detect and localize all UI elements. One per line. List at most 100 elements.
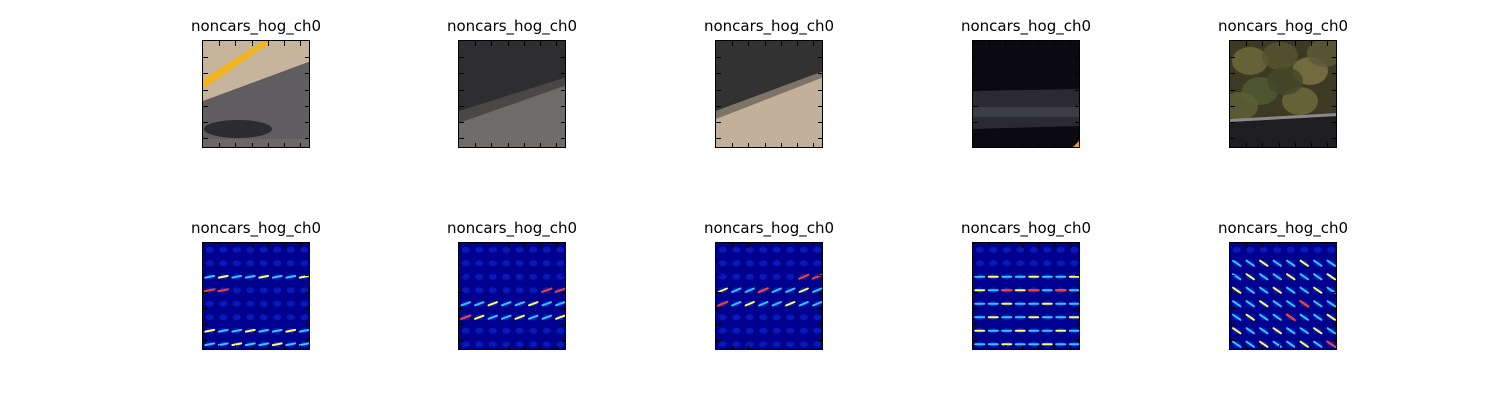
panel-title: noncars_hog_ch0 [703, 219, 835, 237]
hog-panel: noncars_hog_ch0 [961, 219, 1091, 350]
panel-title: noncars_hog_ch0 [190, 17, 322, 35]
image-panel: noncars_hog_ch0 [191, 17, 321, 148]
axis-tick [203, 138, 208, 139]
axis-tick [300, 143, 301, 147]
axis-tick [813, 143, 814, 147]
axis-tick [781, 345, 782, 349]
axis-tick [1075, 275, 1079, 276]
axis-tick [1295, 41, 1296, 46]
axis-tick [305, 292, 309, 293]
axis-tick [1332, 90, 1336, 91]
axis-tick [235, 345, 236, 349]
axis-tick [1230, 90, 1235, 91]
axis-tick [797, 143, 798, 147]
axis-tick [1332, 73, 1336, 74]
axis-tick [1230, 308, 1235, 309]
axis-tick [459, 138, 464, 139]
axis-tick [1005, 143, 1006, 147]
axis-tick [219, 143, 220, 147]
axis-tick [305, 138, 309, 139]
axis-tick [1332, 122, 1336, 123]
axis-tick [475, 345, 476, 349]
axis-tick [716, 122, 721, 123]
axis-tick [524, 243, 525, 248]
axis-tick [300, 41, 301, 46]
plot-axes [202, 242, 310, 350]
axis-tick [973, 292, 978, 293]
hog-diagonal-up-map [716, 243, 822, 349]
panel-title: noncars_hog_ch0 [446, 17, 578, 35]
axis-tick [716, 275, 721, 276]
axis-tick [1075, 292, 1079, 293]
hog-visualization [459, 243, 565, 349]
axis-tick [524, 143, 525, 147]
axis-tick [252, 41, 253, 46]
axis-tick [818, 57, 822, 58]
axis-tick [1332, 340, 1336, 341]
axis-tick [1311, 243, 1312, 248]
axis-tick [284, 345, 285, 349]
axis-tick [561, 340, 565, 341]
axis-tick [1054, 143, 1055, 147]
axis-tick [1230, 275, 1235, 276]
axis-tick [1038, 243, 1039, 248]
axis-tick [459, 308, 464, 309]
axis-tick [524, 345, 525, 349]
axis-tick [203, 106, 208, 107]
axis-tick [1246, 41, 1247, 46]
axis-tick [818, 90, 822, 91]
axis-tick [219, 41, 220, 46]
axis-tick [973, 340, 978, 341]
axis-tick [989, 143, 990, 147]
panel-title: noncars_hog_ch0 [190, 219, 322, 237]
axis-tick [989, 41, 990, 46]
axis-tick [1230, 73, 1235, 74]
axis-tick [1332, 57, 1336, 58]
axis-tick [716, 106, 721, 107]
axis-tick [561, 106, 565, 107]
axis-tick [203, 90, 208, 91]
axis-tick [1332, 106, 1336, 107]
axis-tick [1246, 243, 1247, 248]
plot-axes [715, 242, 823, 350]
axis-tick [818, 259, 822, 260]
axis-tick [797, 345, 798, 349]
axis-tick [540, 143, 541, 147]
hog-horizontal-sparse-map [203, 243, 309, 349]
axis-tick [1005, 345, 1006, 349]
photo-image [1230, 41, 1336, 147]
axis-tick [1005, 243, 1006, 248]
axis-tick [459, 340, 464, 341]
axis-tick [1022, 41, 1023, 46]
panel-title: noncars_hog_ch0 [446, 219, 578, 237]
image-panel: noncars_hog_ch0 [704, 17, 834, 148]
plot-axes [1229, 40, 1337, 148]
axis-tick [1327, 243, 1328, 248]
axis-tick [1022, 345, 1023, 349]
axis-tick [1230, 138, 1235, 139]
axis-tick [973, 122, 978, 123]
axis-tick [1332, 292, 1336, 293]
axis-tick [268, 243, 269, 248]
axis-tick [1054, 41, 1055, 46]
axis-tick [818, 324, 822, 325]
axis-tick [268, 41, 269, 46]
axis-tick [203, 57, 208, 58]
vegetation-road-image [1230, 41, 1336, 147]
axis-tick [1230, 259, 1235, 260]
axis-tick [716, 259, 721, 260]
hog-visualization [203, 243, 309, 349]
axis-tick [203, 73, 208, 74]
axis-tick [203, 340, 208, 341]
axis-tick [818, 340, 822, 341]
axis-tick [203, 275, 208, 276]
axis-tick [1262, 143, 1263, 147]
axis-tick [235, 143, 236, 147]
plot-axes [972, 40, 1080, 148]
hog-visualization [1230, 243, 1336, 349]
axis-tick [797, 243, 798, 248]
axis-tick [1327, 345, 1328, 349]
axis-tick [732, 143, 733, 147]
axis-tick [1311, 345, 1312, 349]
axis-tick [1327, 143, 1328, 147]
